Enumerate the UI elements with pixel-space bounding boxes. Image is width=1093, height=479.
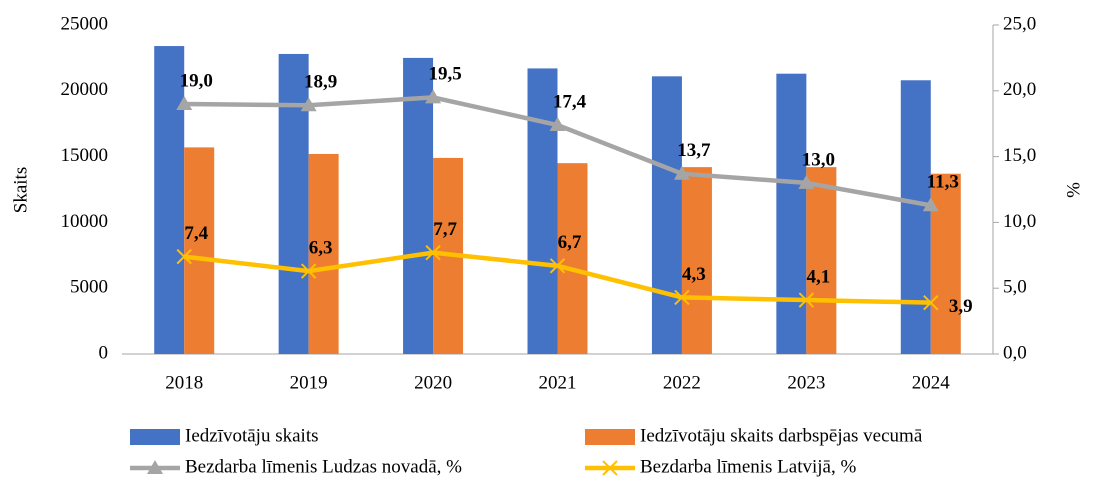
marker [176, 248, 192, 265]
legend-swatch [585, 429, 635, 445]
bar [154, 46, 185, 354]
data-label: 6,3 [309, 237, 333, 258]
bar [930, 173, 961, 354]
y-tick-label: 5000 [70, 277, 108, 298]
legend-label: Iedzīvotāju skaits darbspējas vecumā [640, 425, 923, 446]
x-tick-label: 2024 [912, 372, 951, 393]
data-label: 3,9 [949, 296, 973, 317]
y-tick-label: 0 [99, 342, 109, 363]
legend-label: Bezdarba līmenis Latvijā, % [640, 456, 856, 477]
bar [806, 167, 837, 354]
marker [549, 117, 566, 132]
y-tick-label: 10000 [61, 211, 109, 232]
legend-marker [147, 460, 163, 474]
marker [674, 289, 690, 306]
y2-tick-label: 20,0 [1003, 79, 1036, 100]
legend-label: Iedzīvotāju skaits [185, 425, 319, 446]
data-label: 19,0 [180, 70, 213, 91]
marker [923, 294, 939, 311]
y-axis-title: Skaits [10, 167, 31, 213]
data-label: 13,0 [802, 149, 835, 170]
x-tick-label: 2020 [414, 372, 452, 393]
data-label: 4,1 [806, 266, 830, 287]
y-tick-label: 25000 [61, 13, 109, 34]
marker [425, 244, 441, 261]
y2-tick-label: 0,0 [1003, 342, 1027, 363]
x-tick-label: 2018 [165, 372, 203, 393]
y2-tick-label: 5,0 [1003, 277, 1027, 298]
data-label: 17,4 [553, 91, 587, 112]
data-label: 7,7 [433, 219, 457, 240]
y-tick-label: 15000 [61, 145, 109, 166]
marker [673, 165, 690, 180]
bar [527, 68, 558, 354]
y2-tick-label: 25,0 [1003, 13, 1036, 34]
bar [184, 147, 215, 354]
data-label: 19,5 [428, 64, 461, 85]
marker [549, 258, 566, 274]
data-label: 7,4 [184, 223, 208, 244]
bar [403, 57, 434, 355]
y2-axis-title: % [1063, 182, 1084, 198]
data-label: 13,7 [677, 140, 711, 161]
data-label: 6,7 [558, 232, 582, 253]
legend-label: Bezdarba līmenis Ludzas novadā, % [185, 456, 462, 477]
bar [557, 163, 588, 354]
bar [776, 73, 807, 354]
marker [798, 174, 815, 189]
x-tick-label: 2023 [787, 372, 825, 393]
marker [300, 263, 317, 279]
bar [681, 167, 712, 354]
marker [176, 95, 193, 110]
legend-marker [602, 460, 618, 476]
data-label: 4,3 [682, 264, 706, 285]
bar [308, 153, 339, 354]
y-tick-label: 20000 [61, 79, 109, 100]
bar [900, 80, 931, 354]
bar [278, 53, 309, 355]
y2-tick-label: 10,0 [1003, 211, 1036, 232]
x-tick-label: 2022 [663, 372, 701, 393]
x-tick-label: 2021 [539, 372, 577, 393]
marker [798, 292, 815, 308]
bar [651, 76, 682, 354]
legend-swatch [130, 429, 180, 445]
y2-tick-label: 15,0 [1003, 145, 1036, 166]
marker [425, 89, 442, 104]
marker [300, 97, 317, 112]
x-tick-label: 2019 [290, 372, 328, 393]
marker [922, 197, 939, 212]
data-label: 11,3 [927, 172, 959, 193]
data-label: 18,9 [304, 72, 337, 93]
